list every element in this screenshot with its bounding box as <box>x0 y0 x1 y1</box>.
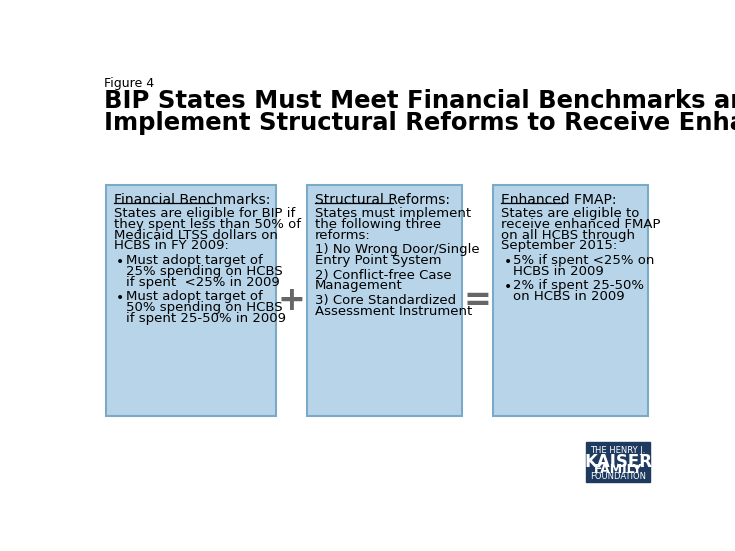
FancyBboxPatch shape <box>587 442 650 482</box>
Text: Enhanced FMAP:: Enhanced FMAP: <box>501 193 617 207</box>
Text: 2) Conflict-free Case: 2) Conflict-free Case <box>315 269 452 282</box>
Text: 2% if spent 25-50%: 2% if spent 25-50% <box>514 279 645 293</box>
Text: States must implement: States must implement <box>315 207 471 220</box>
FancyBboxPatch shape <box>493 186 648 417</box>
Text: if spent 25-50% in 2009: if spent 25-50% in 2009 <box>126 312 286 325</box>
Text: if spent  <25% in 2009: if spent <25% in 2009 <box>126 276 280 289</box>
Text: they spent less than 50% of: they spent less than 50% of <box>114 218 301 231</box>
Text: •: • <box>116 255 124 269</box>
FancyBboxPatch shape <box>307 186 462 417</box>
Text: =: = <box>464 284 492 317</box>
Text: 5% if spent <25% on: 5% if spent <25% on <box>514 254 655 267</box>
Text: Medicaid LTSS dollars on: Medicaid LTSS dollars on <box>114 229 277 241</box>
Text: on all HCBS through: on all HCBS through <box>501 229 635 241</box>
Text: KAISER: KAISER <box>584 453 652 471</box>
Text: •: • <box>116 291 124 305</box>
Text: •: • <box>503 255 512 269</box>
Text: Must adopt target of: Must adopt target of <box>126 290 262 303</box>
Text: BIP States Must Meet Financial Benchmarks and: BIP States Must Meet Financial Benchmark… <box>104 89 735 113</box>
Text: Structural Reforms:: Structural Reforms: <box>315 193 450 207</box>
Text: Must adopt target of: Must adopt target of <box>126 254 262 267</box>
Text: 25% spending on HCBS: 25% spending on HCBS <box>126 265 283 278</box>
Text: Implement Structural Reforms to Receive Enhanced FMAPs: Implement Structural Reforms to Receive … <box>104 111 735 135</box>
Text: 1) No Wrong Door/Single: 1) No Wrong Door/Single <box>315 243 480 256</box>
Text: FOUNDATION: FOUNDATION <box>590 472 646 481</box>
Text: Figure 4: Figure 4 <box>104 77 154 90</box>
Text: •: • <box>503 280 512 294</box>
Text: Entry Point System: Entry Point System <box>315 254 442 267</box>
Text: September 2015:: September 2015: <box>501 239 617 252</box>
Text: THE HENRY J.: THE HENRY J. <box>590 446 646 456</box>
Text: FAMILY: FAMILY <box>594 463 642 477</box>
Text: 50% spending on HCBS: 50% spending on HCBS <box>126 301 282 314</box>
Text: receive enhanced FMAP: receive enhanced FMAP <box>501 218 661 231</box>
Text: 3) Core Standardized: 3) Core Standardized <box>315 294 456 307</box>
Text: Management: Management <box>315 279 403 293</box>
Text: HCBS in 2009: HCBS in 2009 <box>514 265 604 278</box>
Text: the following three: the following three <box>315 218 441 231</box>
Text: reforms:: reforms: <box>315 229 371 241</box>
Text: on HCBS in 2009: on HCBS in 2009 <box>514 290 625 303</box>
Text: Financial Benchmarks:: Financial Benchmarks: <box>114 193 270 207</box>
FancyBboxPatch shape <box>106 186 276 417</box>
Text: States are eligible to: States are eligible to <box>501 207 639 220</box>
Text: Assessment Instrument: Assessment Instrument <box>315 305 473 318</box>
Text: States are eligible for BIP if: States are eligible for BIP if <box>114 207 295 220</box>
Text: +: + <box>278 284 306 317</box>
Text: HCBS in FY 2009:: HCBS in FY 2009: <box>114 239 229 252</box>
